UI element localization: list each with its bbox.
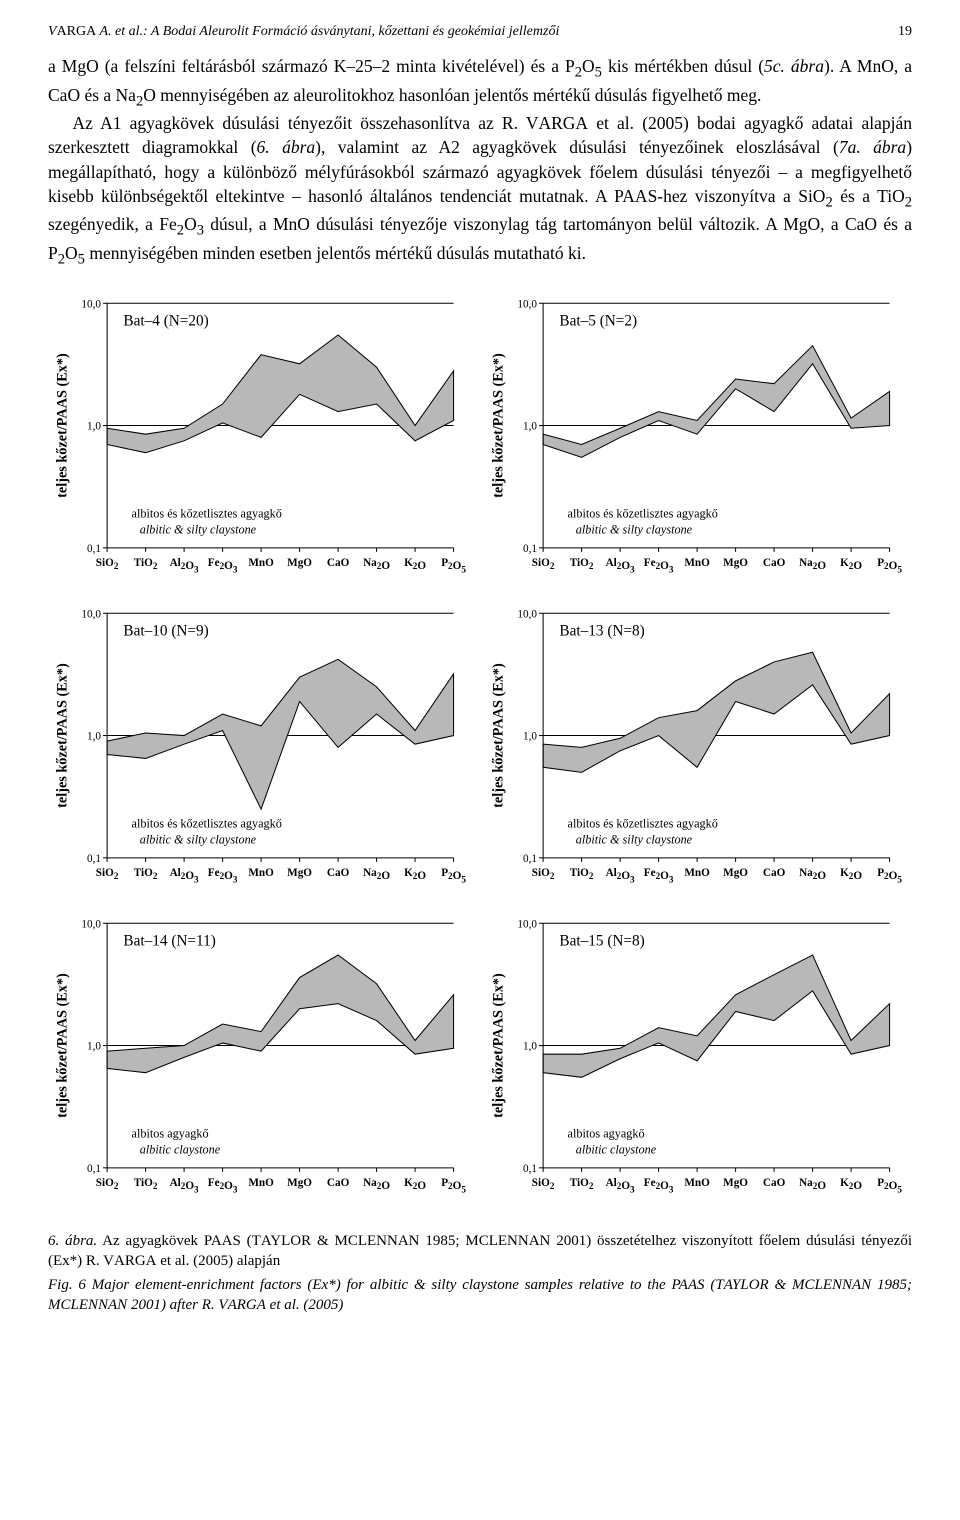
chart-svg: 0,1 1,0 10,0 Bat–13 (N=8) albitos és kőzet… <box>484 599 912 905</box>
svg-text:teljes kőzet/PAAS (Ex*): teljes kőzet/PAAS (Ex*) <box>54 973 70 1118</box>
svg-text:0,1: 0,1 <box>87 1163 101 1175</box>
svg-text:teljes kőzet/PAAS (Ex*): teljes kőzet/PAAS (Ex*) <box>490 973 506 1118</box>
chart-panel: 0,1 1,0 10,0 Bat–5 (N=2) albitos és kőzetl… <box>484 289 912 595</box>
svg-text:10,0: 10,0 <box>81 299 101 311</box>
svg-text:albitic & silty claystone: albitic & silty claystone <box>576 833 693 847</box>
svg-text:albitos agyagkő: albitos agyagkő <box>568 1126 645 1140</box>
svg-text:Bat–4 (N=20): Bat–4 (N=20) <box>123 313 208 330</box>
svg-text:albitic & silty claystone: albitic & silty claystone <box>140 523 257 537</box>
svg-text:Bat–14 (N=11): Bat–14 (N=11) <box>123 933 215 950</box>
svg-text:CaO: CaO <box>327 558 350 570</box>
svg-text:1,0: 1,0 <box>523 1040 537 1052</box>
svg-text:MnO: MnO <box>684 558 710 570</box>
svg-text:MgO: MgO <box>723 867 748 879</box>
svg-text:teljes kőzet/PAAS (Ex*): teljes kőzet/PAAS (Ex*) <box>490 353 506 498</box>
svg-text:0,1: 0,1 <box>87 543 101 555</box>
chart-panel: 0,1 1,0 10,0 Bat–4 (N=20) albitos és kőzet… <box>48 289 476 595</box>
charts-grid: 0,1 1,0 10,0 Bat–4 (N=20) albitos és kőzet… <box>48 289 912 1214</box>
svg-text:10,0: 10,0 <box>517 609 537 621</box>
svg-text:Bat–15 (N=8): Bat–15 (N=8) <box>559 933 644 950</box>
svg-text:0,1: 0,1 <box>523 1163 537 1175</box>
svg-text:teljes kőzet/PAAS (Ex*): teljes kőzet/PAAS (Ex*) <box>54 663 70 808</box>
svg-text:1,0: 1,0 <box>523 731 537 743</box>
svg-text:MgO: MgO <box>287 558 312 570</box>
svg-text:albitic & silty claystone: albitic & silty claystone <box>576 523 693 537</box>
body-paragraph: a MgO (a felszíni feltárásból származó K… <box>48 54 912 269</box>
chart-svg: 0,1 1,0 10,0 Bat–5 (N=2) albitos és kőzetl… <box>484 289 912 595</box>
svg-text:10,0: 10,0 <box>81 609 101 621</box>
svg-text:MgO: MgO <box>287 867 312 879</box>
svg-text:albitos agyagkő: albitos agyagkő <box>132 1126 209 1140</box>
svg-text:0,1: 0,1 <box>87 853 101 865</box>
svg-text:albitos és kőzetlisztes agyagk: albitos és kőzetlisztes agyagkő <box>132 507 282 521</box>
svg-text:1,0: 1,0 <box>523 421 537 433</box>
svg-text:albitos és kőzetlisztes agyagk: albitos és kőzetlisztes agyagkő <box>132 816 282 830</box>
chart-svg: 0,1 1,0 10,0 Bat–4 (N=20) albitos és kőzet… <box>48 289 476 595</box>
svg-text:10,0: 10,0 <box>517 918 537 930</box>
svg-text:CaO: CaO <box>763 867 786 879</box>
svg-text:CaO: CaO <box>327 867 350 879</box>
chart-svg: 0,11,010,0 Bat–15 (N=8) albitos agyagkő … <box>484 909 912 1215</box>
running-header: VARGA A. et al.: A Bodai Aleurolit Formá… <box>48 24 912 40</box>
svg-text:1,0: 1,0 <box>87 1040 101 1052</box>
svg-text:1,0: 1,0 <box>87 731 101 743</box>
chart-panel: 0,1 1,0 10,0 Bat–14 (N=11) albitos agyagkő… <box>48 909 476 1215</box>
svg-text:albitic claystone: albitic claystone <box>140 1142 221 1156</box>
page-number: 19 <box>898 24 912 40</box>
chart-panel: 0,11,010,0 Bat–15 (N=8) albitos agyagkő … <box>484 909 912 1215</box>
svg-text:teljes kőzet/PAAS (Ex*): teljes kőzet/PAAS (Ex*) <box>490 663 506 808</box>
svg-text:MnO: MnO <box>684 867 710 879</box>
svg-text:albitic & silty claystone: albitic & silty claystone <box>140 833 257 847</box>
svg-text:CaO: CaO <box>763 558 786 570</box>
svg-text:albitic claystone: albitic claystone <box>576 1142 657 1156</box>
svg-text:10,0: 10,0 <box>517 299 537 311</box>
svg-text:MgO: MgO <box>723 558 748 570</box>
svg-text:albitos és kőzetlisztes agyagk: albitos és kőzetlisztes agyagkő <box>568 507 718 521</box>
svg-text:CaO: CaO <box>763 1177 786 1189</box>
svg-text:MnO: MnO <box>684 1177 710 1189</box>
svg-text:0,1: 0,1 <box>523 543 537 555</box>
chart-svg: 0,1 1,0 10,0 Bat–10 (N=9) albitos és kőzet… <box>48 599 476 905</box>
svg-text:Bat–5 (N=2): Bat–5 (N=2) <box>559 313 637 330</box>
chart-svg: 0,1 1,0 10,0 Bat–14 (N=11) albitos agyagkő… <box>48 909 476 1215</box>
svg-text:MnO: MnO <box>248 1177 274 1189</box>
svg-text:Bat–10 (N=9): Bat–10 (N=9) <box>123 623 208 640</box>
svg-text:MnO: MnO <box>248 867 274 879</box>
svg-text:1,0: 1,0 <box>87 421 101 433</box>
running-title: VARGA A. et al.: A Bodai Aleurolit Formá… <box>48 24 559 40</box>
svg-text:MnO: MnO <box>248 558 274 570</box>
figure-caption-hu: 6. ábra. Az agyagkövek PAAS (TAYLOR & MC… <box>48 1231 912 1272</box>
svg-text:teljes kőzet/PAAS (Ex*): teljes kőzet/PAAS (Ex*) <box>54 353 70 498</box>
chart-panel: 0,1 1,0 10,0 Bat–13 (N=8) albitos és kőzet… <box>484 599 912 905</box>
chart-panel: 0,1 1,0 10,0 Bat–10 (N=9) albitos és kőzet… <box>48 599 476 905</box>
svg-text:albitos és kőzetlisztes agyagk: albitos és kőzetlisztes agyagkő <box>568 816 718 830</box>
svg-text:Bat–13 (N=8): Bat–13 (N=8) <box>559 623 644 640</box>
svg-text:MgO: MgO <box>723 1177 748 1189</box>
svg-text:CaO: CaO <box>327 1177 350 1189</box>
svg-text:10,0: 10,0 <box>81 918 101 930</box>
figure-caption-en: Fig. 6 Major element-enrichment factors … <box>48 1275 912 1316</box>
svg-text:MgO: MgO <box>287 1177 312 1189</box>
svg-text:0,1: 0,1 <box>523 853 537 865</box>
